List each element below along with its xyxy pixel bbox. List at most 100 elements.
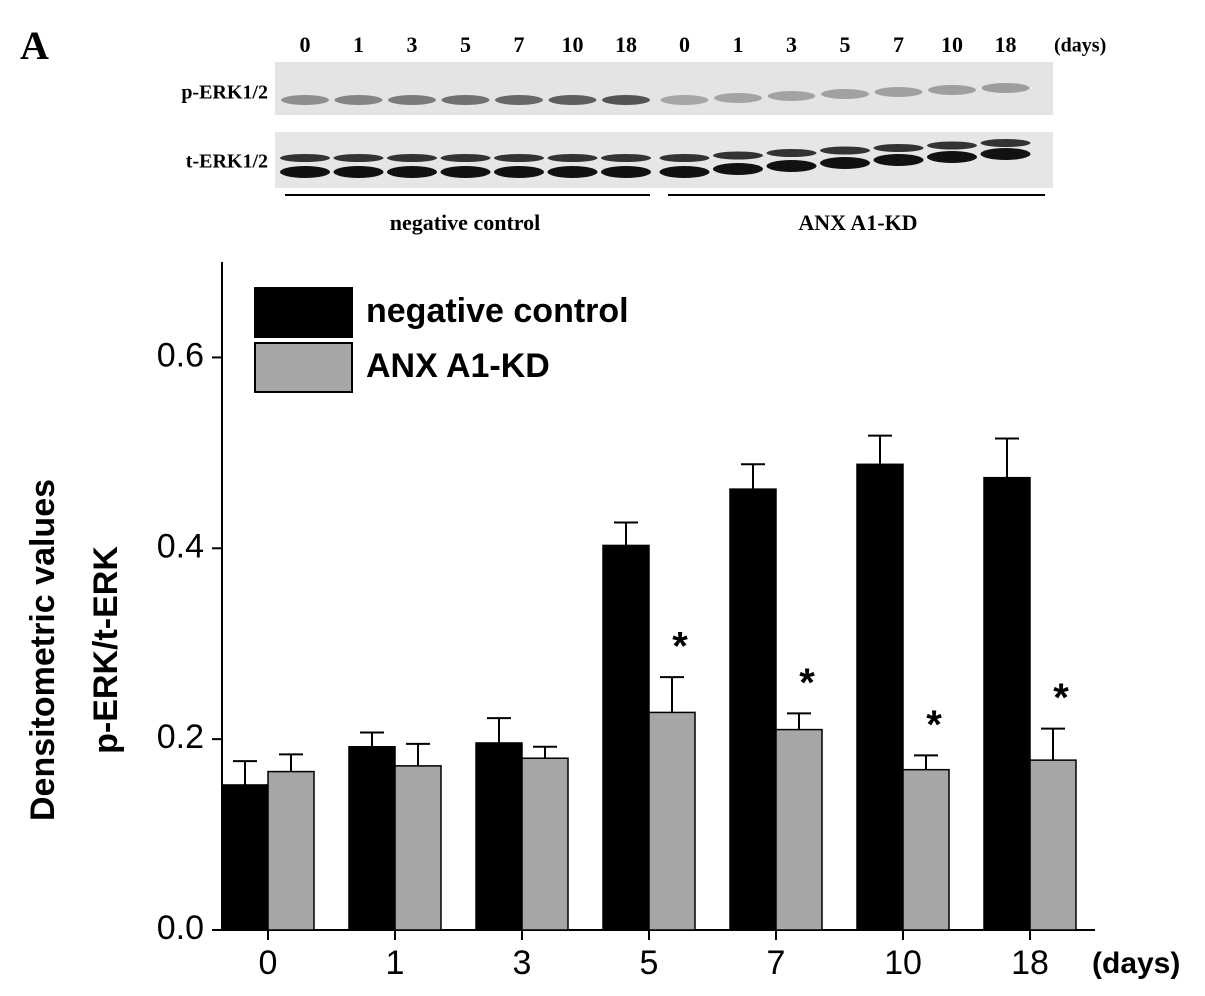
band xyxy=(766,149,817,157)
lane-label: 5 xyxy=(460,32,471,57)
x-tick-label: 5 xyxy=(640,944,659,982)
bar xyxy=(394,765,442,931)
lane-label: 1 xyxy=(733,32,744,57)
bar xyxy=(983,476,1031,931)
band xyxy=(388,95,436,105)
x-tick-label: 7 xyxy=(767,944,786,982)
lane-label: 18 xyxy=(995,32,1017,57)
band xyxy=(281,95,329,105)
band xyxy=(387,154,437,162)
panel-label: A xyxy=(20,23,49,68)
band xyxy=(980,139,1031,147)
group-label: negative control xyxy=(390,210,541,235)
band xyxy=(821,89,869,99)
band xyxy=(767,91,816,101)
band xyxy=(927,141,977,150)
y-axis-label: Densitometric values xyxy=(24,479,62,821)
x-tick-label: 3 xyxy=(513,944,532,982)
x-tick-label: 10 xyxy=(884,944,922,982)
lane-label: 3 xyxy=(786,32,797,57)
significance-marker: * xyxy=(672,625,688,669)
lane-label: 1 xyxy=(353,32,364,57)
bar xyxy=(221,784,269,931)
legend-swatch xyxy=(254,342,353,393)
band xyxy=(659,154,710,162)
bar xyxy=(902,768,950,931)
bar xyxy=(602,544,650,931)
band xyxy=(981,83,1030,93)
band xyxy=(280,154,330,162)
band xyxy=(659,166,710,178)
band xyxy=(548,95,597,105)
lane-label: 0 xyxy=(679,32,690,57)
bar xyxy=(267,770,315,931)
bar xyxy=(1029,759,1077,931)
x-tick-label: 1 xyxy=(386,944,405,982)
bar xyxy=(348,746,396,931)
band xyxy=(387,166,437,178)
significance-marker: * xyxy=(926,703,942,747)
bar xyxy=(648,711,696,931)
x-tick-label: 18 xyxy=(1011,944,1049,982)
y-tick-label: 0.4 xyxy=(157,527,204,565)
band xyxy=(601,166,651,178)
band xyxy=(334,95,383,105)
legend-label: ANX A1-KD xyxy=(366,347,550,385)
band xyxy=(766,160,817,172)
band xyxy=(494,154,544,162)
lane-label: 3 xyxy=(407,32,418,57)
band xyxy=(547,166,598,178)
lane-label: 5 xyxy=(840,32,851,57)
band xyxy=(547,154,598,162)
legend-swatch xyxy=(254,287,353,338)
band xyxy=(601,154,651,162)
band xyxy=(440,154,491,162)
band xyxy=(495,95,543,105)
band xyxy=(660,95,709,105)
band xyxy=(873,144,924,152)
lane-label: 0 xyxy=(300,32,311,57)
band xyxy=(280,166,330,178)
y-tick-label: 0.6 xyxy=(157,336,204,374)
band xyxy=(873,154,924,166)
band xyxy=(928,85,976,95)
y-axis-label: p-ERK/t-ERK xyxy=(87,546,125,754)
band xyxy=(714,93,762,103)
lane-label: 7 xyxy=(514,32,525,57)
row-label: p-ERK1/2 xyxy=(181,82,268,104)
band xyxy=(494,166,544,178)
lane-label: 10 xyxy=(562,32,584,57)
band xyxy=(602,95,650,105)
band xyxy=(820,157,870,169)
group-label: ANX A1-KD xyxy=(798,210,917,235)
x-axis-unit: (days) xyxy=(1092,947,1180,980)
bar xyxy=(521,757,569,931)
band xyxy=(441,95,490,105)
band xyxy=(820,146,870,155)
y-tick-label: 0.0 xyxy=(157,909,204,947)
lane-label: 10 xyxy=(941,32,963,57)
band xyxy=(927,151,977,163)
band xyxy=(440,166,491,178)
bar xyxy=(856,463,904,931)
legend-label: negative control xyxy=(366,292,629,330)
x-tick-label: 0 xyxy=(259,944,278,982)
band xyxy=(713,163,763,175)
significance-marker: * xyxy=(1053,676,1069,720)
row-label: t-ERK1/2 xyxy=(186,151,268,173)
band xyxy=(333,154,384,162)
band xyxy=(980,148,1031,160)
unit-label: (days) xyxy=(1054,35,1106,57)
significance-marker: * xyxy=(799,661,815,705)
blot-strip xyxy=(275,62,1053,115)
bar xyxy=(475,742,523,931)
blot-bands xyxy=(280,83,1031,178)
band xyxy=(874,87,923,97)
bar xyxy=(729,488,777,931)
lane-label: 7 xyxy=(893,32,904,57)
band xyxy=(713,151,763,160)
band xyxy=(333,166,384,178)
bar xyxy=(775,728,823,931)
